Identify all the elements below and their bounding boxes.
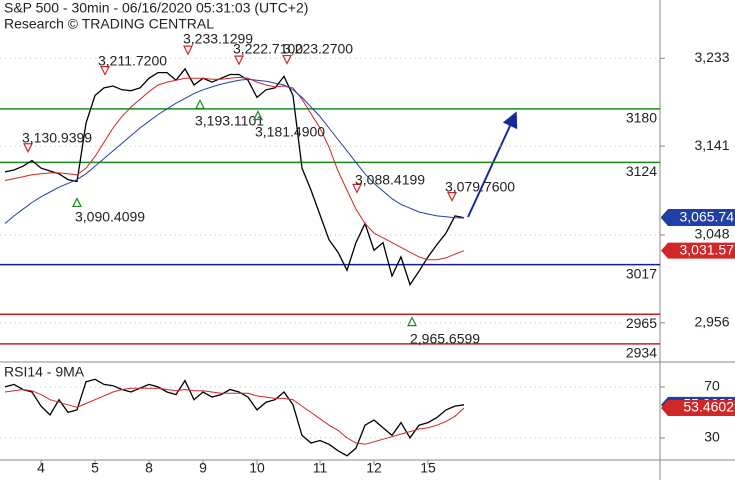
value-box: [661, 400, 735, 417]
x-tick-label: 12: [366, 460, 382, 476]
annotation-label: 3,130.9399: [22, 130, 92, 146]
annotation-label: 3,211.7200: [98, 53, 167, 69]
value-box-label: 53.4602: [683, 399, 734, 415]
chart-subtitle: Research © TRADING CENTRAL: [4, 16, 214, 32]
level-label: 3017: [626, 265, 657, 281]
annotation-label: 3,088.4199: [355, 172, 425, 188]
series-line: [4, 76, 465, 261]
y-tick-label: 3,048: [694, 226, 729, 242]
level-label: 3124: [626, 163, 657, 179]
signal-marker: [447, 192, 457, 202]
signal-marker: [23, 143, 33, 154]
y-tick-label: 3,233: [694, 49, 729, 65]
series-line: [4, 78, 465, 224]
signal-marker: [407, 316, 417, 327]
x-tick-label: 4: [37, 460, 45, 476]
y-tick-label: 70: [704, 378, 720, 394]
signal-marker: [282, 54, 292, 65]
series-line: [4, 67, 465, 287]
signal-marker: [100, 65, 110, 76]
signal-marker: [72, 197, 82, 208]
annotation-label: 3,193.1101: [195, 113, 264, 129]
annotation-label: 3,090.4099: [75, 209, 145, 225]
signal-marker: [195, 99, 205, 109]
annotation-label: 3,079.7600: [445, 179, 515, 195]
level-label: 2965: [626, 315, 657, 331]
x-tick-label: 5: [91, 460, 99, 476]
x-tick-label: 15: [420, 460, 436, 476]
x-tick-label: 10: [249, 460, 265, 476]
forecast-arrow: [467, 111, 518, 218]
signal-marker: [253, 110, 263, 121]
value-box: [661, 210, 735, 227]
annotation-label: 3,233.1299: [183, 31, 253, 47]
value-box-label: 3,065.74: [680, 209, 735, 225]
x-tick-label: 9: [199, 460, 207, 476]
y-tick-label: 3,141: [694, 137, 729, 153]
rsi-title: RSI14 - 9MA: [4, 364, 85, 380]
y-tick-label: 2,956: [694, 314, 729, 330]
x-tick-label: 8: [145, 460, 153, 476]
x-tick-label: 11: [313, 460, 328, 476]
value-box: [661, 242, 735, 259]
annotation-label: 2,965.6599: [410, 331, 480, 347]
chart-title: S&P 500 - 30min - 06/16/2020 05:31:03 (U…: [4, 0, 308, 16]
signal-marker: [352, 183, 362, 194]
series-line: [4, 387, 465, 445]
level-label: 3180: [626, 110, 657, 126]
annotation-label: 3,222.7100: [233, 41, 303, 57]
value-box-label: 3,031.57: [680, 241, 735, 257]
signal-marker: [234, 55, 244, 66]
annotation-label: 3,223.2700: [283, 41, 353, 57]
annotation-label: 3,181.4900: [255, 124, 325, 140]
level-label: 2934: [626, 345, 657, 361]
signal-marker: [183, 45, 193, 56]
series-line: [4, 378, 465, 457]
y-tick-label: 30: [704, 429, 720, 445]
